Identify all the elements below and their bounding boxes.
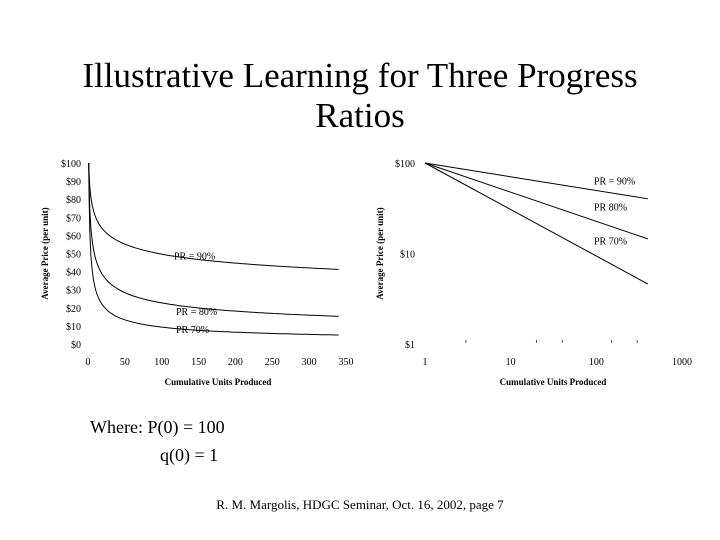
series-line (88, 162, 339, 317)
series-line (88, 162, 339, 270)
series-line (88, 162, 339, 336)
series-label: PR 70% (594, 237, 627, 248)
x-tick-label: 10 (506, 357, 516, 368)
x-tick-label: 0 (86, 357, 91, 368)
slide-title-line1: Illustrative Learning for Three Progress (82, 56, 638, 95)
where-q0: q(0) = 1 (160, 445, 219, 465)
series-label: PR = 80% (176, 307, 217, 318)
series-label: PR = 90% (174, 252, 215, 263)
y-tick-label: $30 (66, 286, 81, 297)
x-axis-label: Cumulative Units Produced (165, 377, 272, 387)
x-tick-label: 100 (154, 357, 169, 368)
x-tick-label: 1 (423, 357, 428, 368)
x-axis-label: Cumulative Units Produced (500, 377, 607, 387)
series-line (424, 162, 649, 240)
x-tick-label: 50 (120, 357, 130, 368)
slide-title: Illustrative Learning for Three Progress… (0, 56, 720, 136)
y-tick-label: $10 (66, 322, 81, 333)
y-tick-label: $90 (66, 177, 81, 188)
x-tick-label: 150 (191, 357, 206, 368)
y-tick-label: $80 (66, 195, 81, 206)
x-tick-label: 350 (339, 357, 354, 368)
log-learning-curve-chart: $1 $10 $100 1 10 100 1000 Cumulative Units Prod… (375, 159, 692, 387)
series-label: PR 80% (594, 202, 627, 213)
where-block: Where: P(0) = 100 q(0) = 1 (90, 413, 225, 469)
x-tick-label: 1000 (672, 357, 692, 368)
y-tick-label: $10 (400, 250, 415, 261)
y-tick-label: $70 (66, 213, 81, 224)
x-tick-label: 250 (265, 357, 280, 368)
slide-footer: R. M. Margolis, HDGC Seminar, Oct. 16, 2… (216, 497, 504, 512)
y-tick-label: $100 (395, 159, 415, 170)
y-tick-label: $1 (405, 340, 415, 351)
learning-curve-charts: $0 $10 $20 $30 $40 $50 $60 $70 $80 $90 $100 0 50 100 1… (40, 159, 692, 387)
series-line (424, 162, 649, 285)
y-tick-label: $50 (66, 250, 81, 261)
y-tick-label: $0 (71, 340, 81, 351)
slide-title-line2: Ratios (315, 96, 405, 135)
where-p0: Where: P(0) = 100 (90, 417, 225, 437)
y-tick-label: $100 (61, 159, 81, 170)
x-tick-label: 100 (589, 357, 604, 368)
y-tick-label: $20 (66, 304, 81, 315)
series-label: PR 70% (176, 325, 209, 336)
series-label: PR = 90% (594, 176, 635, 187)
y-tick-label: $40 (66, 268, 81, 279)
y-axis-label: Average Price (per unit) (40, 207, 50, 299)
series-line (424, 162, 648, 200)
y-tick-label: $60 (66, 231, 81, 242)
x-tick-label: 200 (228, 357, 243, 368)
linear-learning-curve-chart: $0 $10 $20 $30 $40 $50 $60 $70 $80 $90 $100 0 50 100 1… (40, 159, 354, 387)
x-tick-label: 300 (302, 357, 317, 368)
y-axis-label: Average Price (per unit) (375, 207, 385, 299)
